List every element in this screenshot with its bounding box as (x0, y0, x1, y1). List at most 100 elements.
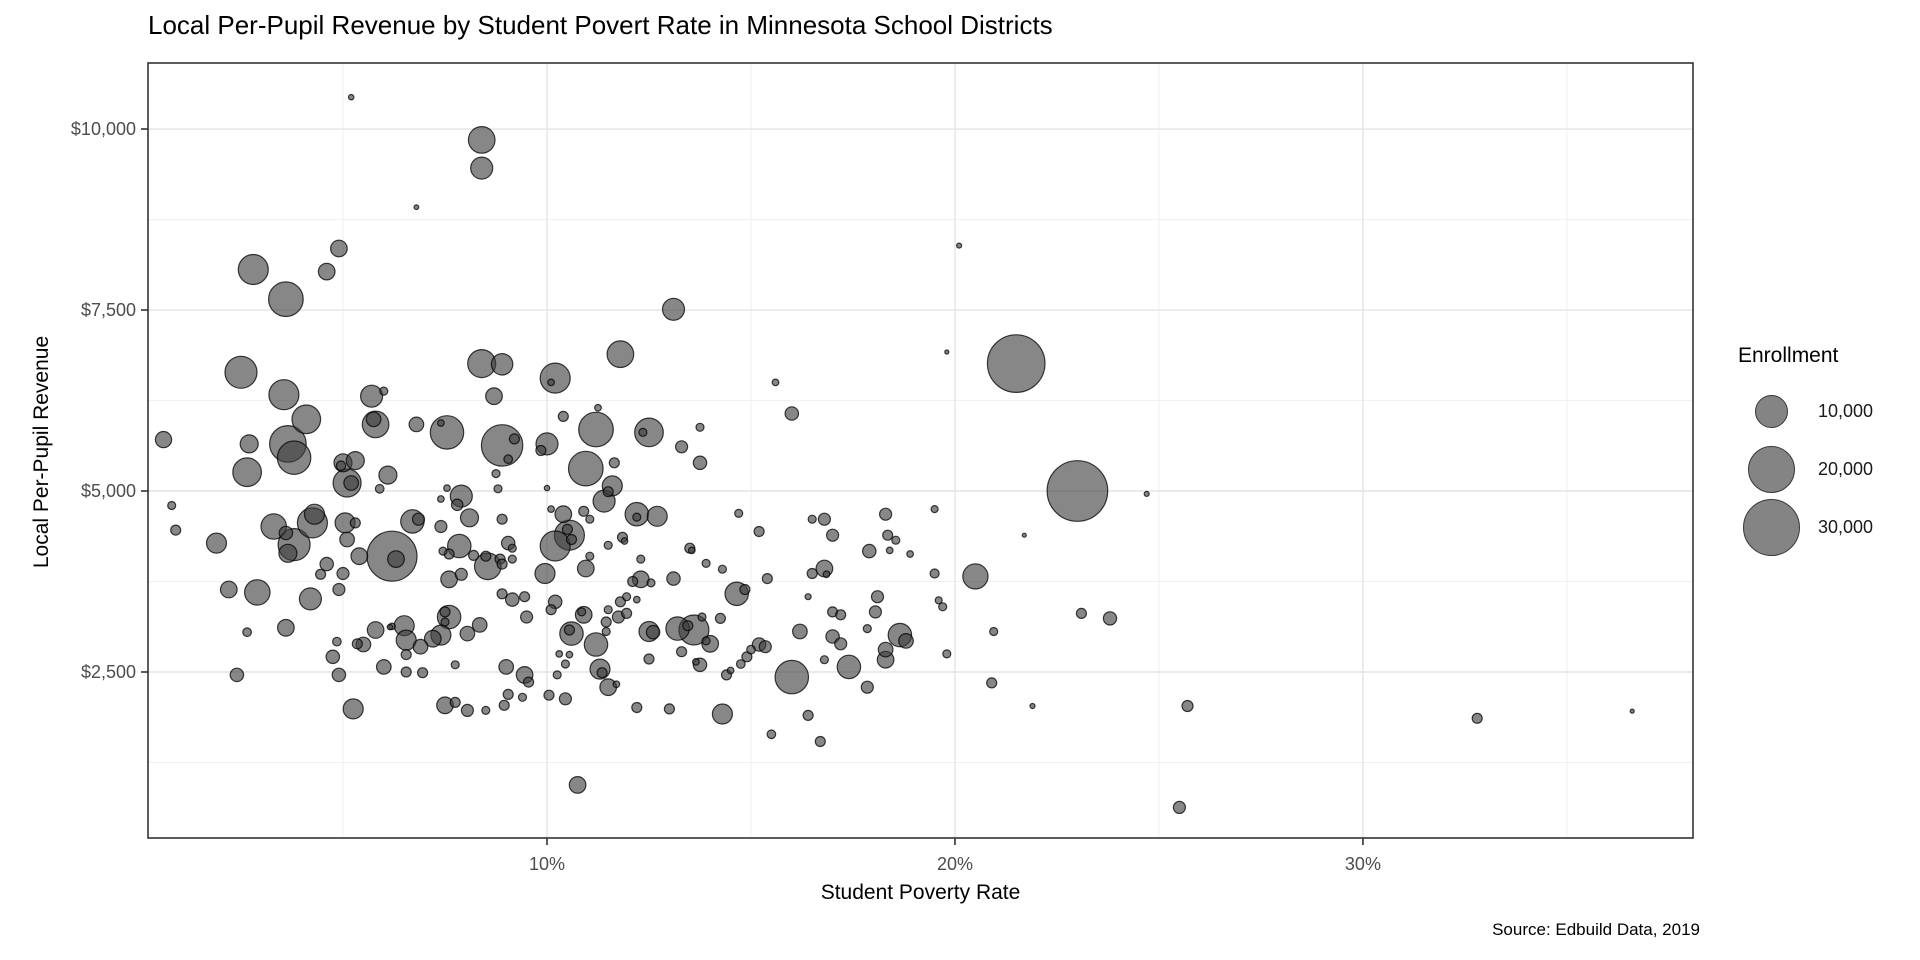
data-point (449, 696, 461, 709)
data-point (317, 262, 336, 281)
data-point (347, 93, 355, 101)
legend-item: 20,000 (1738, 440, 1873, 498)
data-point (535, 444, 547, 457)
data-point (674, 440, 689, 454)
data-point (822, 570, 831, 579)
data-point (519, 610, 534, 624)
data-point (378, 465, 398, 485)
data-point (375, 659, 392, 675)
data-point (771, 378, 780, 387)
data-point (552, 670, 562, 680)
data-point (726, 666, 735, 675)
data-point (682, 620, 694, 632)
data-point (496, 558, 508, 570)
x-axis-title: Student Poverty Rate (820, 881, 1021, 904)
data-point (792, 623, 808, 640)
data-point (459, 508, 480, 528)
data-point (942, 649, 952, 659)
data-point (450, 498, 464, 512)
data-point (429, 415, 465, 450)
data-point (687, 546, 696, 555)
y-axis-tick-label: $10,000 (71, 119, 136, 139)
data-point (632, 595, 641, 604)
data-point (565, 650, 574, 659)
data-point (621, 592, 632, 602)
data-point (498, 699, 510, 711)
data-point (507, 543, 517, 553)
data-point (602, 486, 614, 498)
data-point (714, 612, 727, 625)
data-point (646, 505, 668, 527)
data-point (819, 655, 830, 665)
data-point (470, 156, 494, 180)
data-point (608, 457, 620, 469)
data-point (565, 533, 578, 546)
data-point (496, 513, 508, 525)
data-point (784, 406, 800, 421)
data-point (636, 554, 646, 564)
data-point (675, 646, 688, 658)
legend-item-label: 20,000 (1818, 458, 1874, 479)
data-point (1021, 532, 1027, 538)
data-point (906, 550, 914, 558)
data-point (717, 564, 728, 574)
data-point (661, 297, 686, 321)
data-point (882, 529, 894, 541)
data-point (834, 637, 848, 651)
data-point (319, 556, 334, 572)
data-point (560, 659, 571, 669)
data-point (557, 410, 569, 422)
data-point (766, 729, 777, 740)
data-point (242, 627, 253, 638)
data-point (439, 606, 451, 618)
data-point (443, 484, 451, 493)
data-point (468, 549, 480, 562)
data-point (606, 340, 635, 369)
data-point (692, 455, 708, 471)
data-point (351, 638, 363, 650)
data-point (627, 575, 639, 588)
data-point (400, 648, 412, 661)
data-point (568, 776, 587, 794)
source-caption: Source: Edbuild Data, 2019 (1492, 920, 1700, 939)
data-point (342, 698, 364, 720)
data-point (496, 588, 508, 600)
data-point (460, 703, 474, 718)
data-point (739, 583, 751, 596)
data-point (471, 617, 488, 633)
data-point (440, 617, 450, 627)
data-point (508, 433, 521, 445)
data-point (331, 667, 347, 683)
data-point (239, 434, 259, 454)
data-point (438, 546, 448, 556)
chart-title: Local Per-Pupil Revenue by Student Pover… (148, 10, 1053, 40)
data-point (576, 559, 595, 578)
data-point (336, 566, 350, 581)
data-point (692, 658, 700, 666)
data-point (467, 125, 496, 154)
y-axis-tick-label: $5,000 (81, 481, 136, 501)
data-point (374, 483, 385, 494)
data-point (585, 551, 595, 561)
data-point (330, 239, 348, 258)
data-point (600, 616, 612, 628)
data-point (379, 386, 389, 396)
data-point (507, 554, 517, 564)
data-point (1029, 702, 1036, 710)
data-point (802, 709, 814, 722)
data-point (577, 607, 587, 617)
data-point (325, 649, 341, 665)
data-point (412, 638, 429, 655)
data-point (411, 512, 426, 526)
data-point (734, 508, 744, 519)
data-point (502, 688, 514, 701)
data-point (596, 667, 608, 679)
data-point (481, 705, 491, 716)
data-point (332, 582, 346, 597)
data-point (224, 355, 258, 389)
data-point (434, 519, 448, 534)
data-point (860, 680, 874, 694)
data-point (232, 457, 263, 488)
data-point (229, 667, 245, 683)
